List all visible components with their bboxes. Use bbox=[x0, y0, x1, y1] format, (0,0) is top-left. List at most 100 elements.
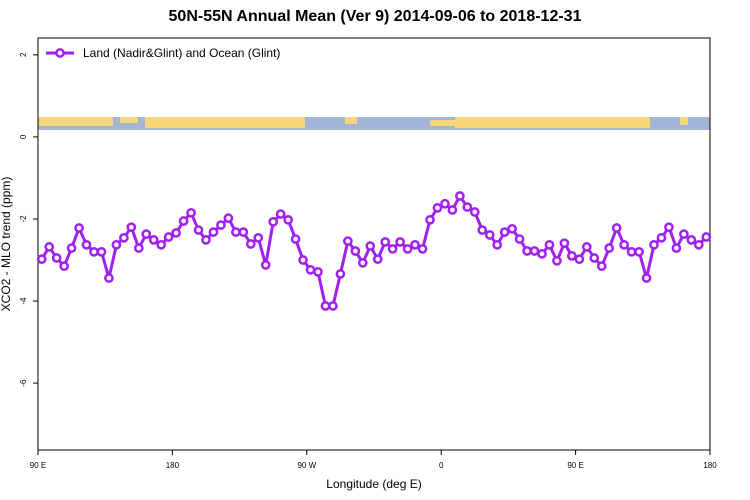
data-point bbox=[216, 220, 226, 230]
data-point bbox=[260, 260, 271, 270]
data-point bbox=[469, 207, 480, 217]
data-point bbox=[522, 246, 532, 256]
data-point bbox=[178, 216, 189, 226]
data-point bbox=[507, 223, 517, 234]
data-point bbox=[133, 243, 144, 253]
data-point bbox=[455, 191, 465, 201]
data-point bbox=[499, 227, 510, 237]
data-point bbox=[581, 242, 592, 252]
data-point bbox=[596, 261, 607, 272]
data-point bbox=[395, 237, 405, 247]
x-tick-label: 90 E bbox=[30, 461, 46, 470]
data-point bbox=[425, 214, 435, 225]
data-point bbox=[686, 235, 697, 245]
data-point bbox=[335, 269, 346, 279]
legend: Land (Nadir&Glint) and Ocean (Glint) bbox=[46, 46, 280, 60]
data-point bbox=[171, 228, 181, 238]
data-point bbox=[567, 251, 577, 261]
data-point bbox=[552, 255, 562, 266]
data-point bbox=[141, 229, 152, 240]
data-point bbox=[664, 222, 674, 233]
data-point bbox=[544, 239, 555, 250]
chart-title: 50N-55N Annual Mean (Ver 9) 2014-09-06 t… bbox=[169, 8, 582, 25]
data-point bbox=[671, 243, 682, 253]
legend-marker bbox=[55, 48, 65, 58]
data-point bbox=[343, 236, 353, 246]
data-point bbox=[440, 198, 450, 209]
data-point bbox=[417, 244, 428, 254]
data-point bbox=[245, 239, 256, 249]
x-tick-label: 180 bbox=[166, 461, 180, 470]
data-point bbox=[268, 216, 279, 227]
data-point bbox=[537, 248, 547, 259]
x-tick-label: 0 bbox=[439, 461, 444, 470]
data-point bbox=[611, 223, 622, 233]
land-strip bbox=[680, 117, 688, 125]
data-point bbox=[51, 253, 62, 263]
data-point bbox=[529, 246, 540, 256]
data-point bbox=[589, 253, 600, 263]
data-point bbox=[619, 239, 629, 250]
data-point bbox=[380, 237, 391, 247]
data-point bbox=[402, 244, 413, 254]
data-point bbox=[253, 232, 264, 243]
data-point bbox=[96, 246, 107, 257]
data-point bbox=[104, 273, 114, 283]
data-point bbox=[649, 239, 659, 250]
plot-frame bbox=[37, 37, 711, 451]
data-point bbox=[126, 222, 137, 233]
data-point bbox=[679, 229, 689, 240]
data-point bbox=[432, 203, 443, 213]
data-point bbox=[693, 239, 704, 250]
data-point bbox=[305, 265, 316, 275]
legend-label: Land (Nadir&Glint) and Ocean (Glint) bbox=[83, 46, 280, 60]
data-point bbox=[484, 230, 495, 240]
y-tick-label: -2 bbox=[19, 215, 28, 223]
x-axis-label: Longitude (deg E) bbox=[326, 477, 421, 491]
land-strip bbox=[345, 117, 357, 124]
data-point bbox=[641, 273, 652, 283]
data-point bbox=[59, 261, 69, 272]
data-point bbox=[387, 244, 398, 254]
data-point bbox=[208, 227, 219, 237]
data-point bbox=[372, 254, 383, 265]
data-point bbox=[44, 242, 55, 252]
data-point bbox=[313, 267, 323, 277]
data-point bbox=[514, 234, 525, 244]
x-tick-label: 180 bbox=[703, 461, 717, 470]
y-tick-label: 0 bbox=[19, 134, 28, 139]
data-point bbox=[74, 223, 84, 233]
y-tick-label: -4 bbox=[19, 297, 28, 305]
data-point bbox=[283, 214, 293, 225]
data-point bbox=[365, 241, 376, 251]
data-point bbox=[290, 234, 301, 244]
data-point bbox=[477, 225, 488, 235]
data-point bbox=[89, 246, 99, 257]
data-point bbox=[574, 254, 585, 265]
x-tick-label: 90 W bbox=[297, 461, 316, 470]
data-point bbox=[163, 232, 174, 242]
data-point bbox=[275, 209, 286, 219]
map-strip bbox=[38, 117, 710, 130]
data-point bbox=[559, 238, 570, 249]
y-tick-label: -6 bbox=[19, 379, 28, 387]
data-point bbox=[36, 254, 47, 265]
y-axis-label: XCO2 - MLO trend (ppm) bbox=[0, 177, 13, 312]
data-point bbox=[462, 202, 473, 212]
data-point bbox=[148, 235, 159, 245]
data-point bbox=[201, 235, 211, 245]
data-point bbox=[66, 243, 77, 253]
data-point bbox=[350, 246, 361, 256]
data-point bbox=[410, 239, 420, 250]
data-point bbox=[626, 246, 637, 257]
data-point bbox=[701, 232, 712, 242]
data-point bbox=[238, 227, 249, 237]
land-strip bbox=[430, 120, 455, 126]
land-strip bbox=[38, 117, 113, 126]
data-point bbox=[492, 239, 503, 250]
land-strip bbox=[145, 117, 305, 128]
data-point bbox=[298, 255, 308, 265]
x-tick-label: 90 E bbox=[567, 461, 583, 470]
